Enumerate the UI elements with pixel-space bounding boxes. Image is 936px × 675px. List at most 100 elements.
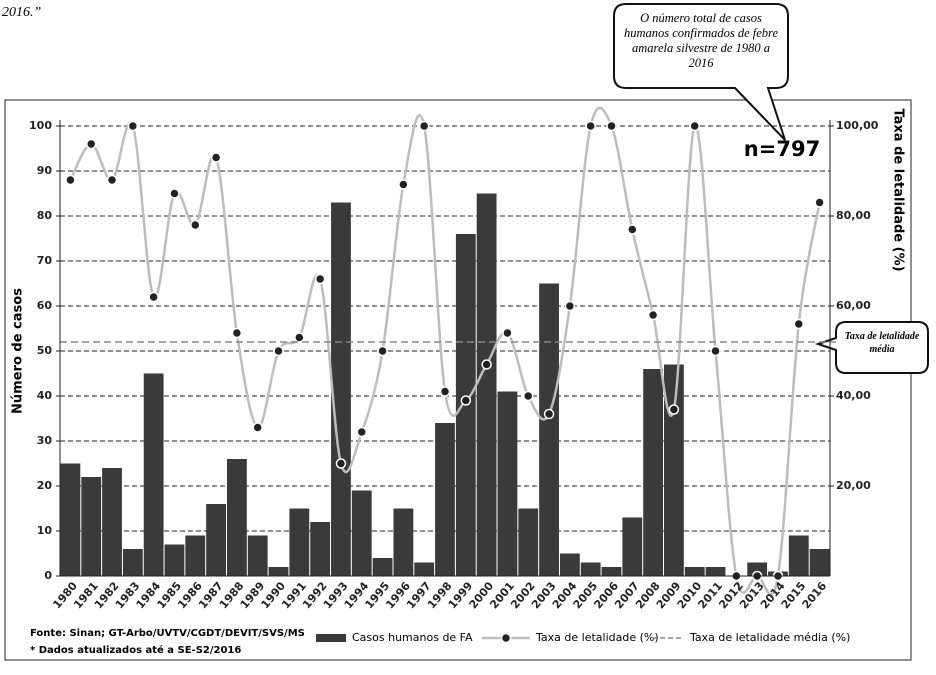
bar: [102, 468, 122, 576]
callout: O número total de casos humanos confirma…: [623, 11, 779, 70]
legend-swatch: [500, 632, 512, 644]
point: [668, 404, 680, 415]
mean-callout: Taxa de letalidade média: [844, 331, 920, 355]
bar: [164, 544, 185, 576]
bar: [684, 567, 705, 576]
bar: [497, 391, 518, 576]
bar: [435, 423, 455, 576]
bar: [809, 549, 830, 576]
frame: [4, 99, 912, 661]
bar: [60, 463, 81, 576]
point: [356, 426, 368, 438]
point: [585, 120, 596, 132]
bar: [310, 522, 331, 576]
y2-tick-label: 20,00: [836, 479, 871, 492]
point: [148, 291, 159, 303]
y-tick-label: 0: [44, 569, 52, 582]
bar: [393, 508, 414, 576]
note: * Dados atualizados até a SE-S2/2016: [30, 644, 241, 656]
point: [210, 152, 222, 163]
bar: [185, 535, 206, 576]
bar: [247, 535, 268, 576]
callout-box: [814, 321, 929, 374]
bar: [643, 369, 664, 576]
y-tick-label: 40: [37, 389, 53, 402]
line: [69, 107, 821, 596]
y2-tick-label: 80,00: [836, 209, 871, 222]
bar: [747, 562, 768, 576]
bar: [539, 283, 559, 576]
x-tick-label: 2016: [800, 579, 830, 611]
point: [106, 174, 118, 186]
point: [564, 300, 576, 312]
bar: [476, 193, 497, 576]
legend-label: Casos humanos de FA: [352, 631, 473, 644]
point: [418, 120, 430, 132]
legend-swatch: [316, 634, 346, 642]
point: [439, 386, 451, 397]
callout-box: [613, 3, 789, 141]
y-tick-label: 90: [37, 164, 53, 177]
y-tick-label: 100: [29, 119, 52, 132]
y2-tick-label: 40,00: [836, 389, 871, 402]
y-tick-label: 50: [37, 344, 53, 357]
y-tick-label: 80: [37, 209, 53, 222]
callout-text: O número total de casos humanos confirma…: [623, 11, 779, 70]
legend-label: Taxa de letalidade média (%): [689, 631, 850, 644]
bar: [351, 490, 372, 576]
point: [398, 179, 409, 190]
y-tick-label: 60: [37, 299, 53, 312]
point: [627, 224, 638, 235]
y-tick-label: 30: [37, 434, 53, 447]
bar: [331, 202, 351, 576]
point: [460, 395, 472, 406]
point: [273, 345, 284, 357]
y-tick-label: 20: [37, 479, 53, 492]
point: [335, 458, 347, 469]
bar: [705, 567, 726, 576]
y-tick-label: 10: [37, 524, 53, 537]
point: [793, 318, 805, 330]
y-axis-label: Número de casos: [11, 288, 26, 414]
bar: [622, 517, 643, 576]
bar: [518, 508, 539, 576]
total-label: n=797: [744, 137, 820, 161]
bar: [414, 562, 435, 576]
point: [127, 120, 139, 132]
bar: [664, 364, 684, 576]
point: [502, 327, 513, 339]
point: [65, 174, 76, 186]
point: [647, 309, 659, 321]
bar: [122, 549, 143, 576]
y2-axis-label: Taxa de letalidade (%): [891, 108, 906, 271]
point: [190, 219, 201, 231]
point: [689, 120, 700, 132]
y-tick-label: 70: [37, 254, 53, 267]
bar: [268, 567, 289, 576]
bar: [372, 558, 393, 576]
point: [252, 422, 263, 433]
bar: [580, 562, 601, 576]
y2-tick-label: 60,00: [836, 299, 871, 312]
header-text: 2016.”: [2, 5, 42, 20]
bar: [206, 504, 226, 576]
source: Fonte: Sinan; GT-Arbo/UVTV/CGDT/DEVIT/SV…: [30, 628, 305, 639]
bar: [81, 477, 102, 576]
mean-callout-text: Taxa de letalidade média: [844, 331, 920, 355]
point: [231, 327, 243, 339]
bar: [788, 535, 809, 576]
bar: [289, 508, 310, 576]
point: [606, 120, 617, 132]
legend-label: Taxa de letalidade (%): [535, 631, 659, 644]
point: [481, 359, 492, 370]
bar: [226, 459, 247, 576]
bar: [601, 567, 622, 576]
bar: [143, 373, 164, 576]
point: [314, 273, 326, 285]
point: [294, 332, 305, 343]
point: [543, 408, 555, 420]
point: [710, 345, 721, 357]
point: [169, 188, 180, 199]
point: [522, 390, 534, 402]
